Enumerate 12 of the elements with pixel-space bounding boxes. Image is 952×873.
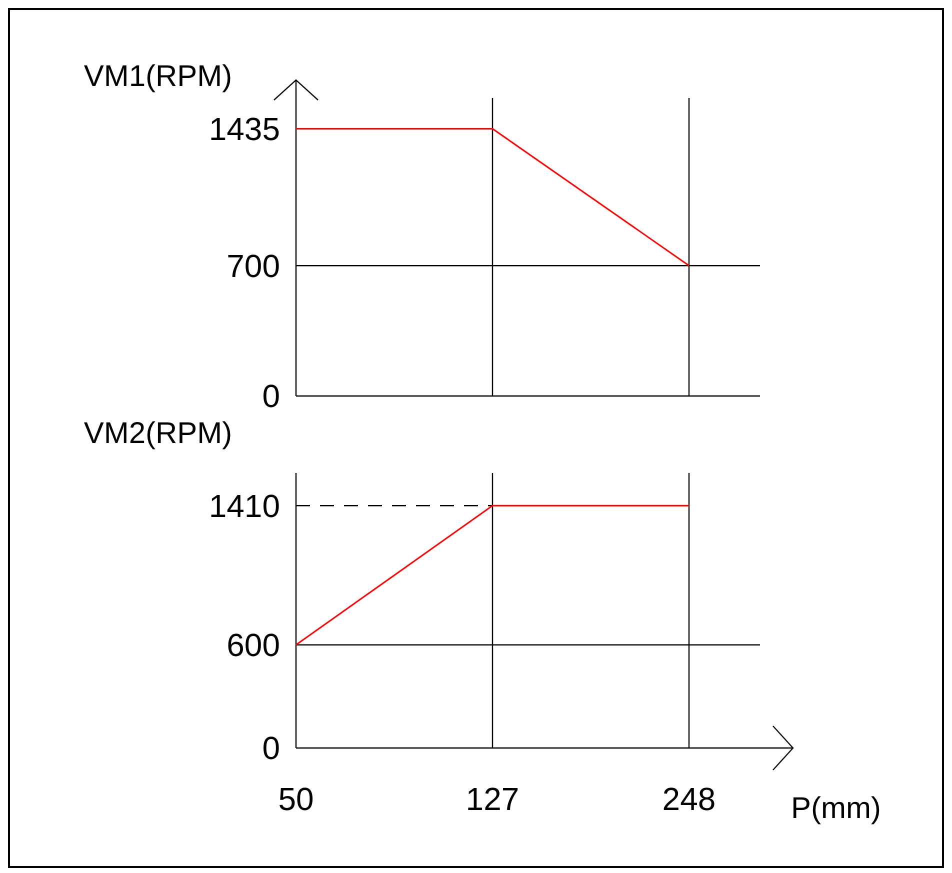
x-tick-label: 127 — [466, 781, 520, 817]
y-axis-title: VM1(RPM) — [84, 60, 232, 93]
y-tick-label: 0 — [262, 730, 280, 766]
x-axis-title: P(mm) — [791, 792, 881, 825]
y-tick-label: 700 — [226, 248, 280, 284]
y-tick-label: 0 — [262, 378, 280, 414]
x-tick-label: 50 — [278, 781, 314, 817]
y-tick-label: 1410 — [208, 488, 280, 524]
y-axis-title: VM2(RPM) — [84, 417, 232, 450]
y-tick-label: 1435 — [208, 110, 280, 147]
x-tick-label: 248 — [662, 781, 716, 817]
y-tick-label: 600 — [226, 627, 280, 664]
